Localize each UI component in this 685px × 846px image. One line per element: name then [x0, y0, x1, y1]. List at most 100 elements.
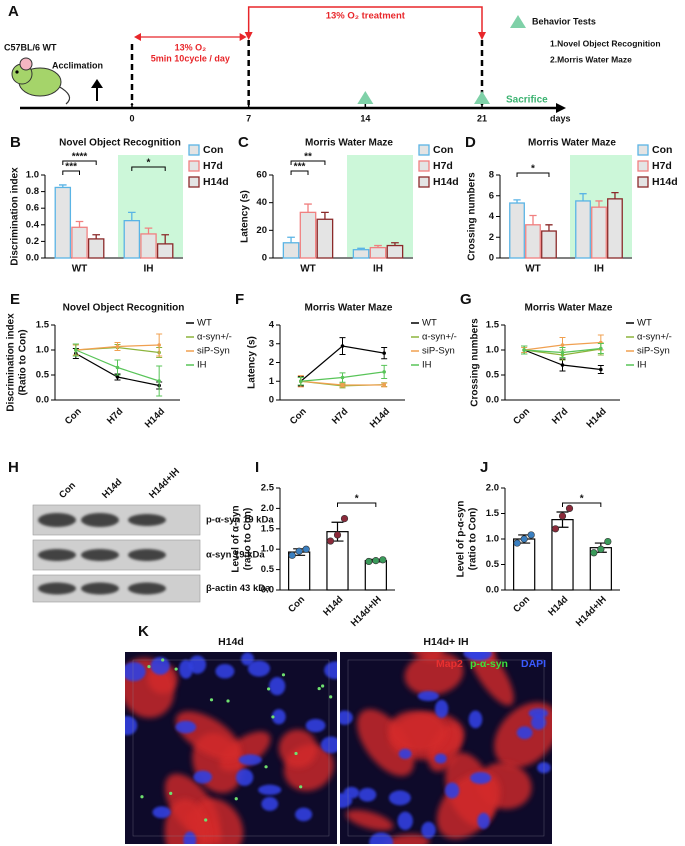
chart-title: Novel Object Recognition — [63, 303, 185, 314]
significance-label: * — [147, 158, 151, 169]
arrow-head — [556, 103, 566, 113]
line-point — [157, 343, 161, 347]
legend-entry: 2.Morris Water Maze — [550, 54, 632, 64]
y-tick-label: 6 — [489, 190, 494, 201]
legend-label: WT — [422, 318, 437, 329]
y-tick-label: 4 — [269, 320, 275, 331]
error-bar — [144, 227, 153, 234]
y-tick-label: 1.0 — [486, 345, 499, 356]
data-point — [551, 525, 560, 533]
y-tick-label: 0.0 — [486, 395, 499, 406]
line-point — [115, 365, 120, 370]
y-axis-label: Crossing numbers — [467, 172, 478, 261]
dapi-nucleus — [388, 790, 411, 806]
data-point — [288, 551, 296, 559]
line-point — [382, 370, 386, 374]
strain-label: C57BL/6 WT — [4, 42, 57, 52]
data-point — [558, 512, 567, 520]
y-tick-label: 60 — [256, 170, 267, 181]
p-syn-signal — [267, 687, 271, 691]
dapi-nucleus — [152, 806, 171, 819]
dapi-nucleus — [125, 715, 138, 736]
y-tick-label: 1 — [269, 376, 275, 387]
behavior-test-marker — [357, 91, 374, 104]
p-syn-signal — [321, 684, 325, 688]
sacrifice-label: Sacrifice — [506, 95, 548, 106]
dapi-nucleus — [397, 811, 413, 831]
mouse-icon — [11, 57, 71, 105]
data-point — [295, 547, 303, 555]
y-axis-label: Level of α-syn — [231, 505, 242, 572]
y-tick-label: 0.0 — [261, 585, 274, 596]
map2-signal — [357, 709, 415, 777]
error-bar — [374, 244, 382, 248]
legend-label: H14d — [433, 176, 459, 188]
micrograph — [125, 652, 337, 844]
y-tick-label: 1.0 — [261, 544, 274, 555]
line-point — [599, 367, 603, 372]
legend-label: H7d — [652, 160, 672, 172]
legend-swatch — [637, 144, 649, 156]
panel-label: K — [138, 623, 149, 640]
blot-row-label: α-syn 19 kDa — [206, 550, 265, 561]
y-tick-label: 1.5 — [486, 320, 500, 331]
y-tick-label: 1.5 — [36, 320, 50, 331]
blot-row-label: β-actin 43 kDa — [206, 583, 271, 594]
y-axis-label: Crossing numbers — [470, 318, 481, 407]
legend-swatch — [188, 160, 200, 172]
y-tick-label: 1.0 — [26, 170, 39, 181]
blot-row-label: p-α-syn 19 kDa — [206, 515, 274, 526]
chart-title: Morris Water Maze — [305, 138, 393, 149]
y-axis-label: (ratio to Con) — [468, 508, 479, 571]
mouse-eye — [15, 70, 19, 74]
legend-label: siP-Syn — [637, 346, 670, 357]
data-point — [513, 539, 521, 547]
line-point — [74, 348, 78, 352]
error-bar — [579, 193, 587, 201]
dapi-nucleus — [150, 656, 170, 675]
dapi-nucleus — [516, 726, 533, 740]
y-tick-label: 0.0 — [486, 585, 499, 596]
panel-label: I — [255, 459, 259, 476]
line-point — [340, 344, 345, 348]
legend-swatch — [637, 160, 649, 172]
y-axis-label: Discrimination index — [6, 313, 17, 412]
error-bar — [128, 211, 136, 221]
x-tick-label: IH — [144, 264, 154, 275]
y-axis-label: Latency (s) — [247, 336, 258, 389]
image-frame — [347, 659, 545, 837]
map2-signal — [388, 710, 447, 752]
blot-band — [81, 549, 119, 561]
error-bar — [75, 220, 84, 228]
p-syn-signal — [209, 698, 214, 702]
y-tick-label: 2.5 — [261, 483, 275, 494]
y-axis-label: (Ratio to Con) — [18, 329, 29, 395]
mouse-tail — [57, 85, 71, 105]
error-bar — [513, 199, 521, 204]
timeline-tick-label: 14 — [360, 113, 370, 123]
y-tick-label: 0.8 — [26, 186, 39, 197]
significance-bracket — [290, 160, 326, 165]
legend-swatch — [418, 144, 430, 156]
legend-label: WT — [197, 318, 212, 329]
legend-label: IH — [637, 360, 647, 371]
dapi-nucleus — [530, 714, 547, 730]
dapi-nucleus — [235, 768, 254, 786]
y-axis-label: Level of p-α-syn — [456, 501, 467, 578]
legend-swatch — [188, 144, 200, 156]
data-point — [333, 531, 342, 539]
legend-swatch — [188, 176, 200, 188]
dapi-nucleus — [305, 718, 326, 733]
line-point — [157, 379, 161, 383]
y-tick-label: 40 — [256, 197, 267, 208]
error-bar — [92, 234, 100, 239]
y-tick-label: 2 — [269, 357, 274, 368]
significance-label: * — [531, 164, 535, 175]
error-bar — [287, 236, 295, 243]
legend-label: siP-Syn — [197, 346, 230, 357]
y-tick-label: 0.5 — [261, 564, 275, 575]
line-point — [115, 344, 120, 349]
map2-signal — [278, 729, 318, 768]
bar — [386, 244, 404, 259]
